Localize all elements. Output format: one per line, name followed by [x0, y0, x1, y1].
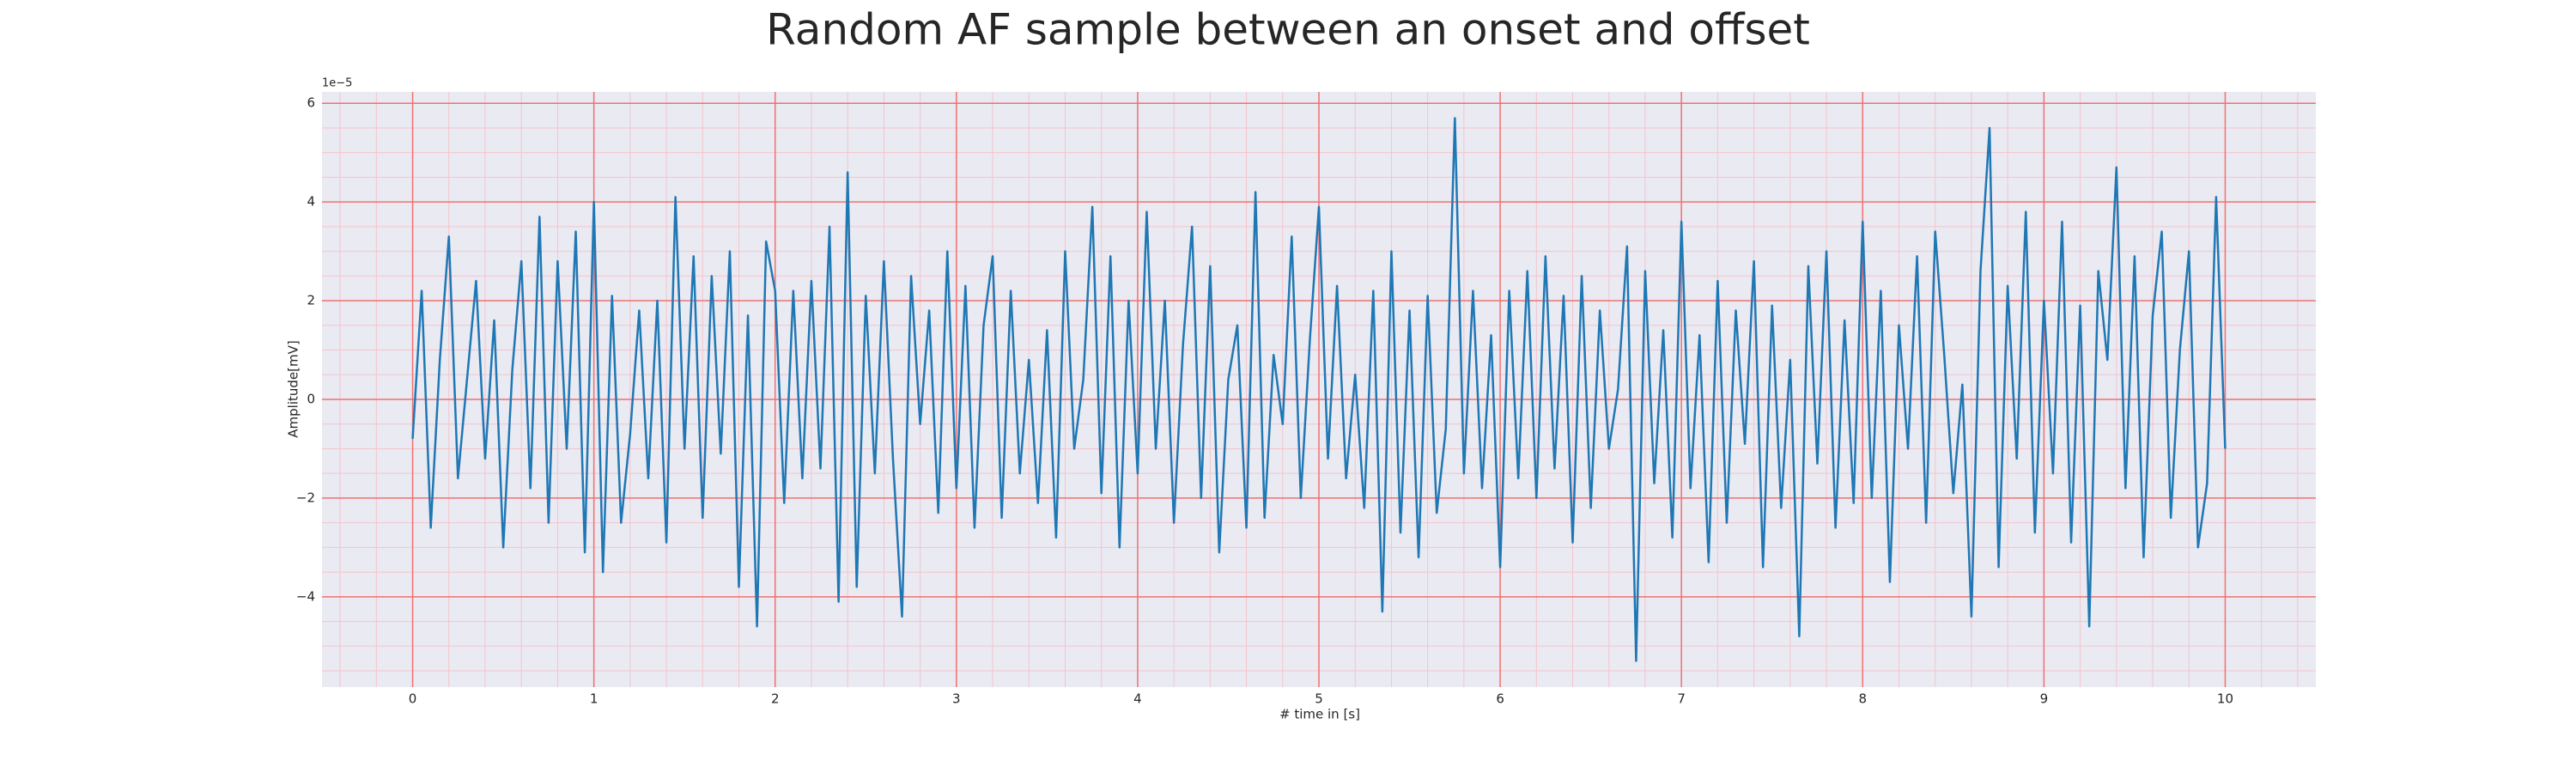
- x-tick-label: 0: [409, 691, 417, 707]
- x-tick-label: 5: [1315, 691, 1323, 707]
- x-tick-label: 8: [1858, 691, 1867, 707]
- y-tick-label: −2: [296, 490, 315, 505]
- x-tick-label: 1: [590, 691, 598, 707]
- y-tick-label: 2: [307, 293, 315, 308]
- y-tick-label: 6: [307, 95, 315, 111]
- x-tick-label: 2: [771, 691, 780, 707]
- x-tick-label: 3: [952, 691, 961, 707]
- y-tick-label: 0: [307, 391, 315, 406]
- chart-title: Random AF sample between an onset and of…: [766, 5, 1810, 55]
- y-tick-label: −4: [296, 588, 315, 604]
- y-axis-label: Amplitude[mV]: [286, 340, 301, 437]
- x-tick-label: 7: [1677, 691, 1686, 707]
- x-tick-label: 9: [2040, 691, 2049, 707]
- x-tick-label: 4: [1133, 691, 1142, 707]
- x-tick-label: 10: [2217, 691, 2233, 707]
- x-axis-label: # time in [s]: [1279, 707, 1360, 722]
- y-tick-label: 4: [307, 194, 315, 210]
- x-tick-label: 6: [1496, 691, 1504, 707]
- y-offset-label: 1e−5: [322, 77, 352, 90]
- signal-line: [411, 117, 2227, 662]
